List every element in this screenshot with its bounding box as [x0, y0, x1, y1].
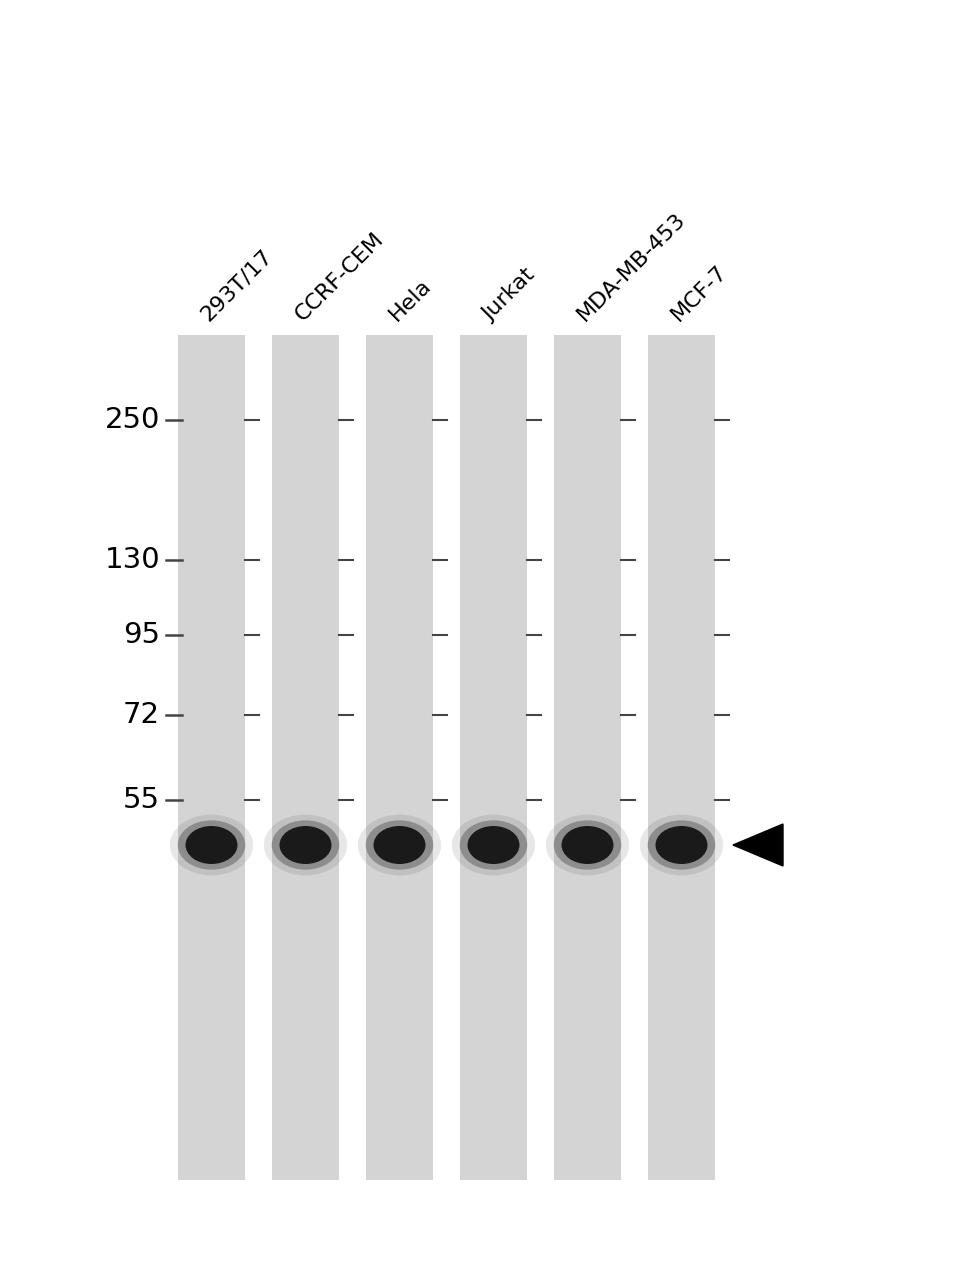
Text: 55: 55	[123, 786, 159, 814]
Ellipse shape	[279, 826, 332, 864]
Ellipse shape	[554, 820, 621, 869]
Ellipse shape	[546, 814, 629, 876]
Polygon shape	[733, 824, 782, 867]
Ellipse shape	[374, 826, 425, 864]
Ellipse shape	[185, 826, 238, 864]
Ellipse shape	[366, 820, 433, 869]
Ellipse shape	[655, 826, 707, 864]
Text: 250: 250	[105, 406, 159, 434]
Text: MCF-7: MCF-7	[667, 261, 730, 325]
Ellipse shape	[170, 814, 253, 876]
Text: MDA-MB-453: MDA-MB-453	[573, 209, 689, 325]
Ellipse shape	[561, 826, 613, 864]
Text: 130: 130	[105, 547, 159, 573]
Text: Jurkat: Jurkat	[479, 265, 539, 325]
Ellipse shape	[647, 820, 715, 869]
Text: 95: 95	[123, 621, 159, 649]
Text: 293T/17: 293T/17	[198, 246, 276, 325]
Bar	[647, 335, 714, 1180]
Ellipse shape	[640, 814, 723, 876]
Ellipse shape	[452, 814, 535, 876]
Bar	[272, 335, 338, 1180]
Ellipse shape	[358, 814, 441, 876]
Bar	[460, 335, 526, 1180]
Text: Hela: Hela	[385, 275, 434, 325]
Bar	[178, 335, 244, 1180]
Text: CCRF-CEM: CCRF-CEM	[291, 229, 387, 325]
Bar	[366, 335, 432, 1180]
Ellipse shape	[467, 826, 519, 864]
Text: 72: 72	[123, 701, 159, 730]
Ellipse shape	[264, 814, 347, 876]
Bar	[554, 335, 620, 1180]
Ellipse shape	[272, 820, 339, 869]
Ellipse shape	[460, 820, 527, 869]
Ellipse shape	[178, 820, 245, 869]
